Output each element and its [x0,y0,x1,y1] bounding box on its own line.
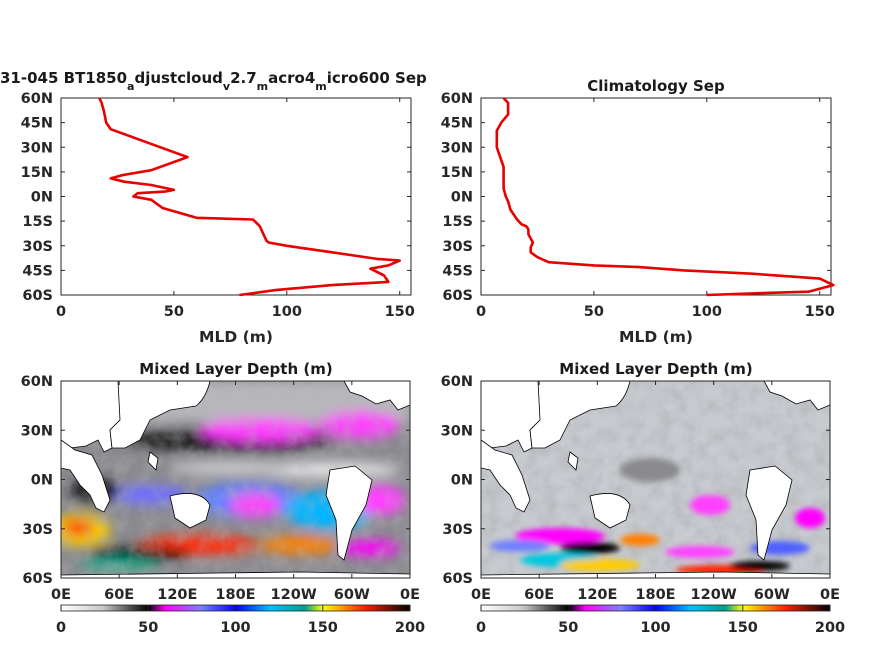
y-tick-label: 0N [31,473,53,489]
title-part: djustcloud [134,69,222,87]
x-tick-label: 180E [215,587,255,603]
y-tick-label: 60S [442,288,473,304]
y-tick-label: 15N [441,165,473,181]
title-part: a [127,80,134,93]
colorbar-tick-label: 0 [56,620,66,636]
profile-panel-right: Climatology Sep 0 50 100 150 60N 45N 30N 15N 0N 1… [441,77,835,346]
y-tick-label: 45S [442,263,473,279]
colorbar-tick-label: 50 [558,620,578,636]
y-tick-label: 45S [22,263,53,279]
x-tick-label: 100 [272,304,302,320]
x-tick-label: 60E [524,587,554,603]
x-tick-label: 0E [471,587,491,603]
mld-field-right [481,381,830,578]
y-tick-label: 60S [442,571,473,587]
x-tick-label: 120W [271,587,317,603]
y-tick-label: 60N [441,91,473,107]
x-tick-label: 120E [577,587,617,603]
map-panel-left: Mixed Layer Depth (m) [21,360,425,636]
x-tick-label: 60W [334,587,370,603]
colorbar-tick-label: 100 [640,620,670,636]
title-part: m [315,80,326,93]
x-tick-label: 50 [164,304,184,320]
colorbar-tick-label: 200 [395,620,425,636]
series-line [495,97,835,297]
map-title-right: Mixed Layer Depth (m) [559,360,752,378]
colorbar-left: 0 50 100 150 200 [56,604,425,636]
x-tick-label: 0 [476,304,486,320]
y-tick-label: 60N [21,374,53,390]
y-tick-label: 0N [451,473,473,489]
plot-frame [480,97,832,296]
map-panel-right: Mixed Layer Depth (m) [441,360,845,636]
colorbar-tick-label: 150 [308,620,338,636]
map-title-left: Mixed Layer Depth (m) [139,360,332,378]
colorbar-tick-label: 150 [728,620,758,636]
x-tick-label: 50 [584,304,604,320]
xlabel-left: MLD (m) [199,328,273,346]
y-tick-label: 30S [22,239,53,255]
series-line [98,97,402,297]
x-tick-label: 120E [157,587,197,603]
land-mask-left [61,381,410,578]
y-tick-label: 30N [21,423,53,439]
colorbar-tick-label: 50 [138,620,158,636]
colorbar-tick-label: 200 [815,620,845,636]
chart-title-right: Climatology Sep [587,77,725,95]
y-tick-label: 30S [442,239,473,255]
title-part: acro4 [268,69,315,87]
title-part: 31-045 BT1850 [0,69,127,87]
title-part: 2.7 [230,69,257,87]
profile-panel-left: 31-045 BT1850adjustcloudv2.7macro4micro6… [0,69,427,346]
plot-frame [60,97,412,296]
colorbar-right: 0 50 100 150 200 [476,604,845,636]
y-tick-label: 45N [441,116,473,132]
axes-right: 0 50 100 150 60N 45N 30N 15N 0N 15S 30S 45S 60S [441,91,835,320]
colorbar-tick-label: 100 [220,620,250,636]
y-tick-label: 0N [451,190,473,206]
y-tick-label: 30N [441,140,473,156]
title-part: m [257,80,268,93]
y-tick-label: 60S [22,288,53,304]
mld-field-left [61,381,410,578]
y-tick-label: 30N [441,423,473,439]
x-tick-label: 120W [691,587,737,603]
y-tick-label: 60S [22,571,53,587]
chart-title-left: 31-045 BT1850adjustcloudv2.7macro4micro6… [0,69,427,93]
axes-left: 0 50 100 150 60N 45N 30N 15N 0N 15S 30S 45S 60S [21,91,415,320]
x-tick-label: 60E [104,587,134,603]
y-tick-label: 45N [21,116,53,132]
y-tick-label: 30N [21,140,53,156]
xlabel-right: MLD (m) [619,328,693,346]
map-axes-left: 0E 60E 120E 180E 120W 60W 0E 60N 30N 0N 30S 60S [21,374,420,603]
title-part: v [223,80,231,93]
x-tick-label: 0E [51,587,71,603]
title-part: icro600 Sep [327,69,427,87]
x-tick-label: 180E [635,587,675,603]
y-tick-label: 30S [442,522,473,538]
y-tick-label: 15N [21,165,53,181]
x-tick-label: 0E [820,587,840,603]
land-mask-right [481,381,830,578]
y-tick-label: 30S [22,522,53,538]
y-tick-label: 15S [442,214,473,230]
map-axes-right: 0E 60E 120E 180E 120W 60W 0E 60N 30N 0N 30S 60S [441,374,840,603]
x-tick-label: 150 [805,304,835,320]
colorbar-tick-label: 0 [476,620,486,636]
x-tick-label: 60W [754,587,790,603]
x-tick-label: 0E [400,587,420,603]
y-tick-label: 60N [21,91,53,107]
x-tick-label: 150 [385,304,415,320]
x-tick-label: 100 [692,304,722,320]
y-tick-label: 60N [441,374,473,390]
y-tick-label: 0N [31,190,53,206]
x-tick-label: 0 [56,304,66,320]
y-tick-label: 15S [22,214,53,230]
